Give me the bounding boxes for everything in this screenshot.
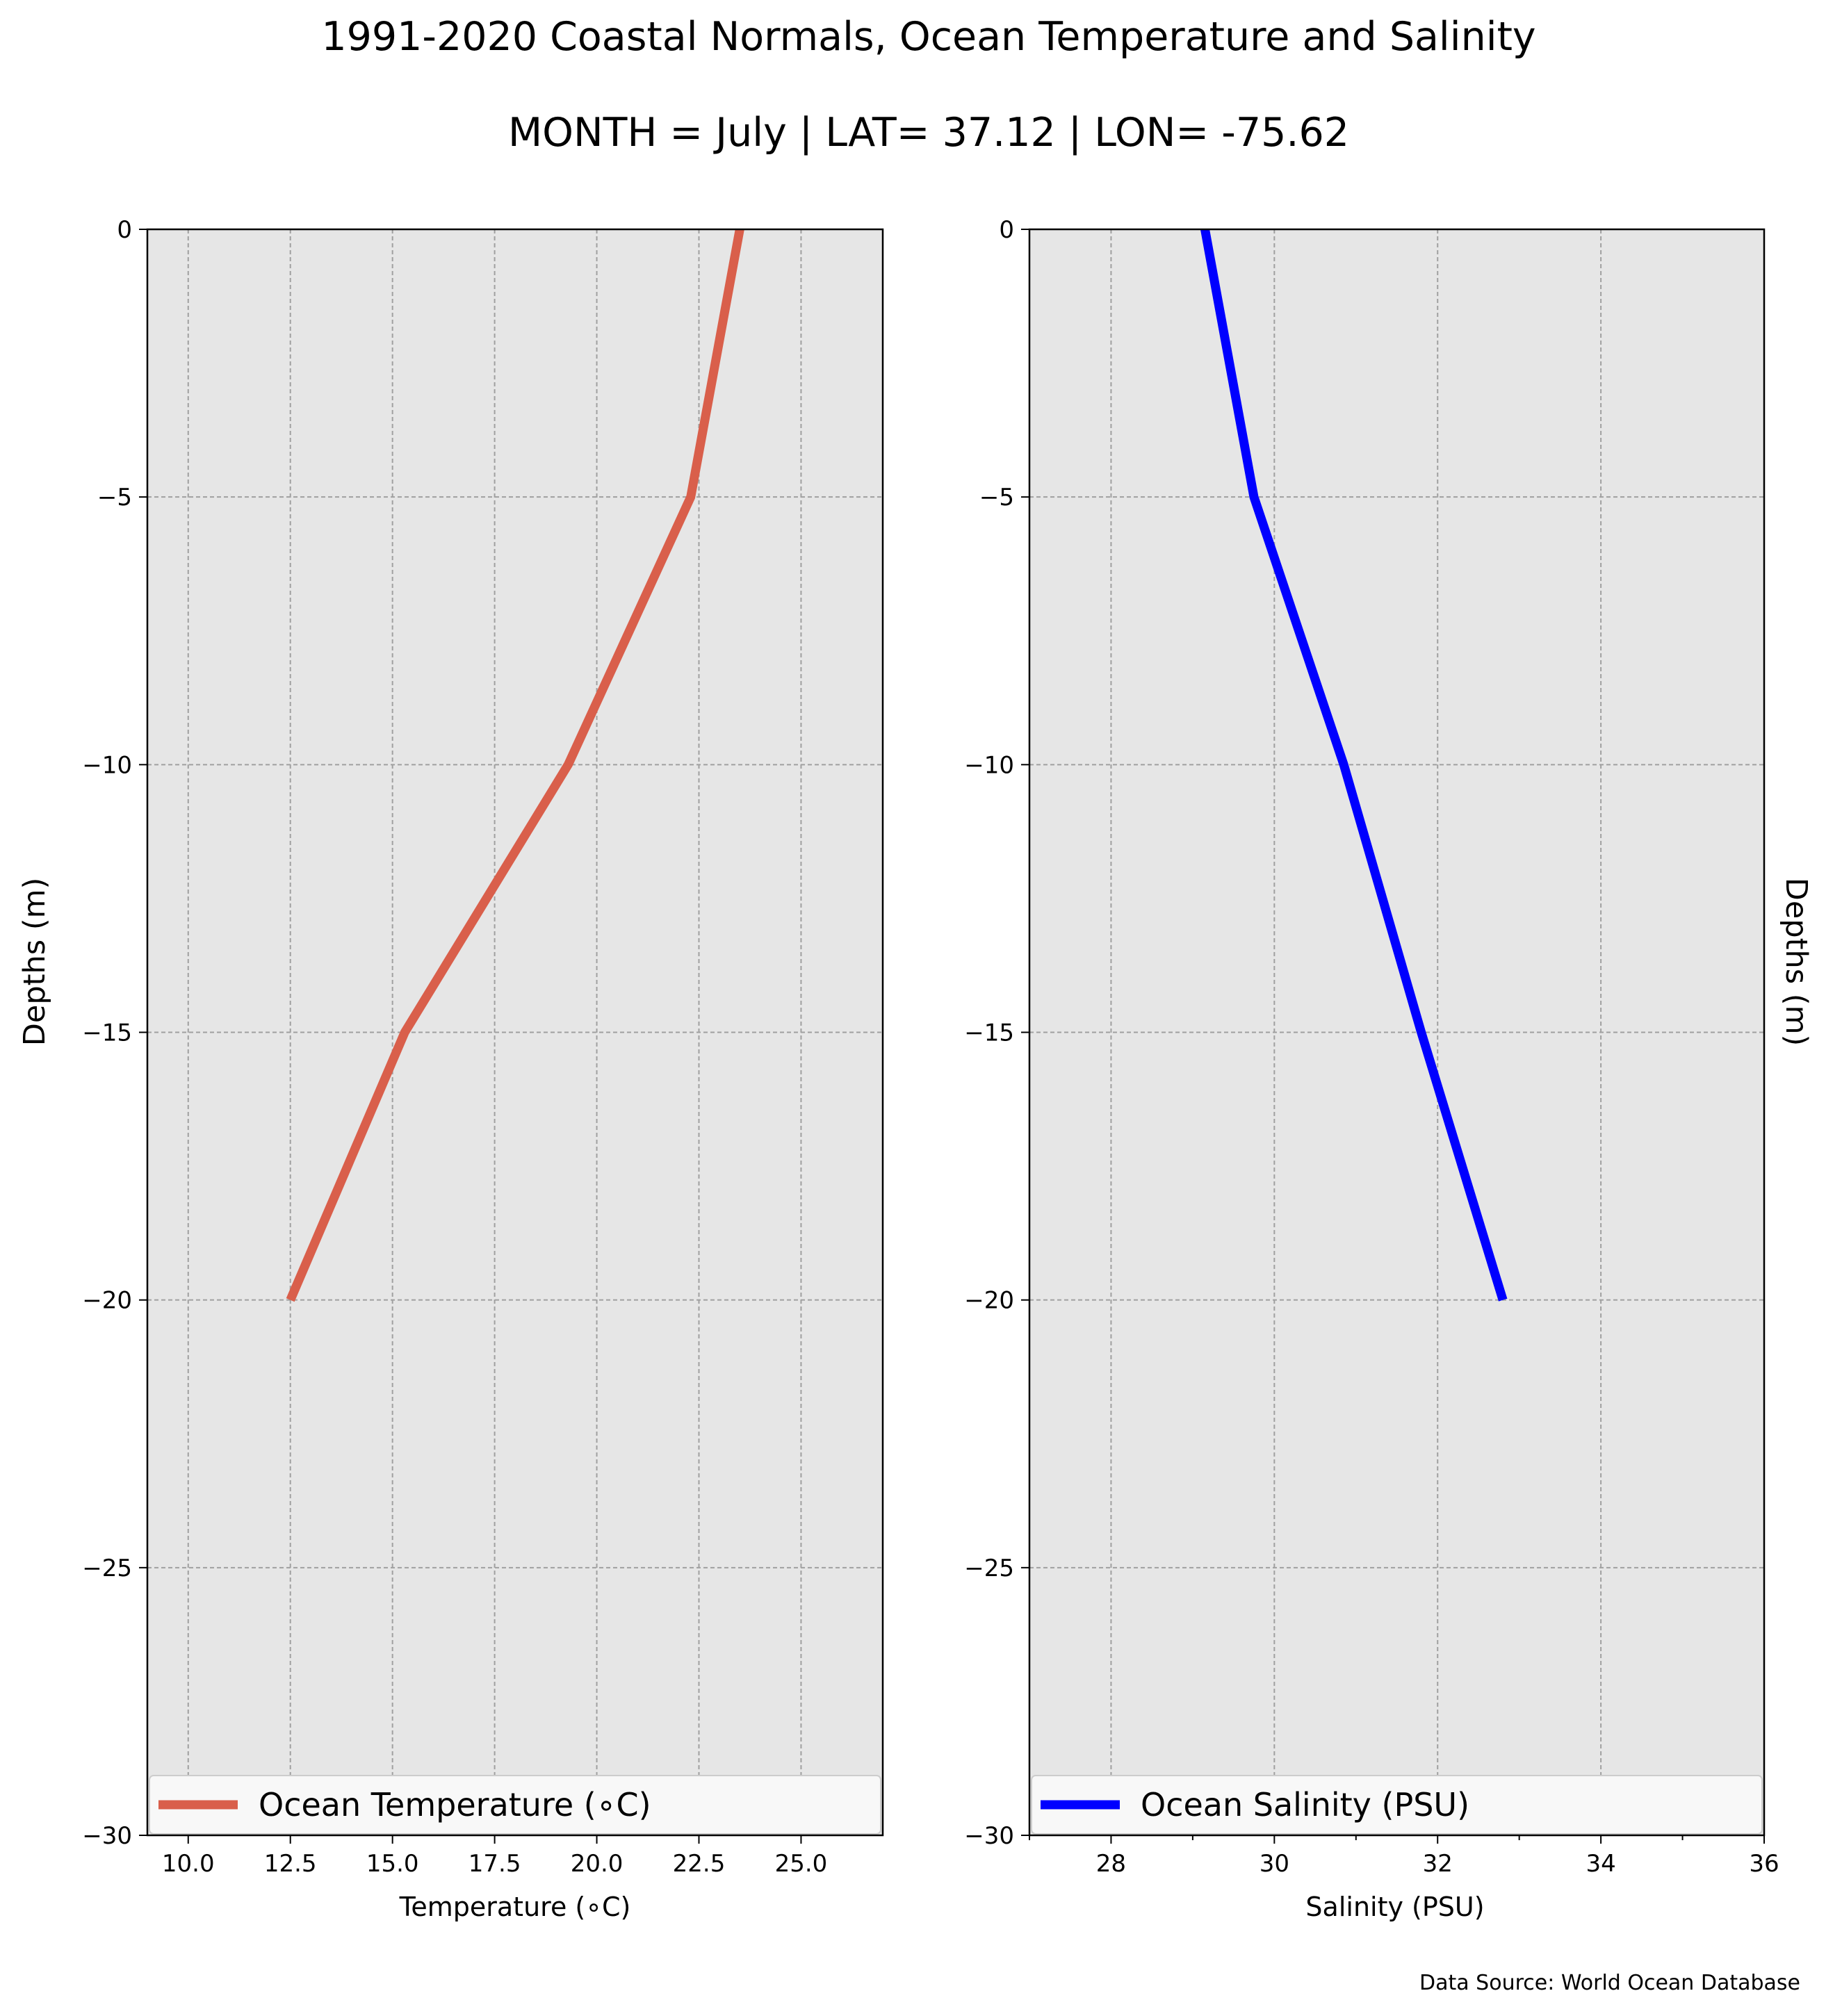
salinity-y-tick-label: −20 bbox=[964, 1287, 1014, 1315]
right-y-axis-label: Depths (m) bbox=[1779, 878, 1814, 1046]
salinity-legend-label: Ocean Salinity (PSU) bbox=[1141, 1786, 1469, 1824]
salinity-x-tick-label: 34 bbox=[1586, 1850, 1615, 1878]
temperature-panel: 10.0 12.5 15.0 17.5 20.0 22.5 25.0 0 −5 −10 −15 −20… bbox=[82, 216, 884, 1878]
salinity-y-tick-label: −30 bbox=[964, 1822, 1014, 1850]
temperature-x-tick-label: 10.0 bbox=[162, 1850, 215, 1878]
temperature-x-axis-label: Temperature (∘C) bbox=[399, 1892, 631, 1922]
salinity-y-tick-label: 0 bbox=[999, 216, 1014, 244]
salinity-axes-frame bbox=[1028, 228, 1766, 1837]
temperature-legend-label: Ocean Temperature (∘C) bbox=[259, 1786, 651, 1824]
temperature-plot-area bbox=[147, 229, 883, 1835]
temperature-y-tick-label: −5 bbox=[97, 484, 132, 511]
salinity-x-tick-label: 28 bbox=[1096, 1850, 1126, 1878]
temperature-x-tick-label: 22.5 bbox=[673, 1850, 726, 1878]
temperature-x-tick-label: 12.5 bbox=[264, 1850, 317, 1878]
temperature-y-tick-label: −25 bbox=[82, 1555, 132, 1582]
temperature-series-line bbox=[286, 228, 744, 1302]
temperature-y-tick-label: −10 bbox=[82, 751, 132, 779]
data-source-note: Data Source: World Ocean Database bbox=[1419, 1971, 1800, 1995]
salinity-series-line bbox=[1200, 228, 1508, 1302]
temperature-y-tick-label: −20 bbox=[82, 1287, 132, 1315]
salinity-x-tick-label: 36 bbox=[1749, 1850, 1779, 1878]
temperature-x-tick-label: 20.0 bbox=[571, 1850, 623, 1878]
temperature-x-tick-label: 25.0 bbox=[775, 1850, 828, 1878]
chart-title: 1991-2020 Coastal Normals, Ocean Tempera… bbox=[321, 14, 1535, 60]
salinity-x-tick-label: 32 bbox=[1423, 1850, 1453, 1878]
temperature-x-tick-label: 15.0 bbox=[366, 1850, 419, 1878]
chart-subtitle: MONTH = July | LAT= 37.12 | LON= -75.62 bbox=[508, 110, 1349, 156]
salinity-y-tick-label: −25 bbox=[964, 1555, 1014, 1582]
left-y-axis-label: Depths (m) bbox=[17, 878, 52, 1046]
salinity-panel: 28 30 32 34 36 0 −5 −10 −15 −20 −25 −30 Ocean Salini… bbox=[964, 216, 1779, 1878]
temperature-legend-box bbox=[149, 1775, 881, 1835]
salinity-y-tick-label: −10 bbox=[964, 751, 1014, 779]
salinity-legend-box bbox=[1031, 1775, 1763, 1835]
temperature-axes-frame bbox=[146, 228, 884, 1837]
temperature-y-tick-label: −30 bbox=[82, 1822, 132, 1850]
salinity-x-tick-label: 30 bbox=[1260, 1850, 1289, 1878]
temperature-y-tick-label: 0 bbox=[117, 216, 132, 244]
salinity-y-tick-label: −15 bbox=[964, 1019, 1014, 1047]
salinity-y-tick-label: −5 bbox=[979, 484, 1014, 511]
salinity-x-axis-label: Salinity (PSU) bbox=[1305, 1892, 1484, 1922]
salinity-plot-area bbox=[1029, 229, 1764, 1835]
temperature-y-tick-label: −15 bbox=[82, 1019, 132, 1047]
temperature-x-tick-label: 17.5 bbox=[468, 1850, 521, 1878]
